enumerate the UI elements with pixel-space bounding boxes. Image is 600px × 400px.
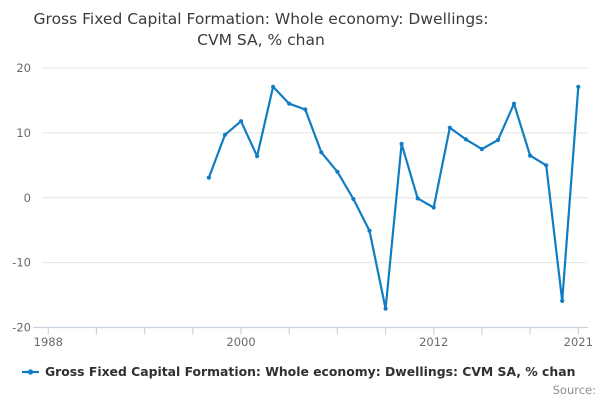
x-tick-label: 2021	[564, 335, 593, 349]
data-point-marker	[319, 150, 324, 155]
data-point-marker	[479, 147, 484, 152]
data-point-marker	[399, 141, 404, 146]
x-tick-label: 2012	[419, 335, 448, 349]
y-tick-label: 0	[24, 191, 31, 205]
data-point-marker	[206, 175, 211, 180]
legend: Gross Fixed Capital Formation: Whole eco…	[22, 364, 588, 379]
data-point-marker	[447, 125, 452, 130]
y-tick-label: -10	[12, 256, 31, 270]
data-point-marker	[528, 153, 533, 158]
data-point-marker	[495, 137, 501, 143]
y-tick-label: 20	[16, 61, 31, 75]
data-point-marker	[271, 84, 276, 89]
data-point-marker	[544, 163, 549, 168]
chart-title-line1: Gross Fixed Capital Formation: Whole eco…	[33, 10, 489, 28]
data-point-marker	[303, 107, 308, 112]
data-point-marker	[367, 228, 372, 233]
data-point-marker	[560, 298, 565, 303]
data-point-marker	[287, 101, 292, 106]
x-tick-label: 2000	[226, 335, 255, 349]
data-point-marker	[351, 196, 356, 202]
data-point-marker	[431, 205, 436, 210]
legend-label: Gross Fixed Capital Formation: Whole eco…	[45, 364, 576, 379]
data-point-marker	[576, 84, 581, 89]
data-point-marker	[415, 196, 420, 201]
data-point-marker	[383, 306, 388, 311]
data-point-marker	[255, 154, 260, 159]
data-point-marker	[335, 169, 340, 174]
data-point-marker	[238, 119, 244, 124]
data-series-line	[207, 85, 580, 310]
chart-title: Gross Fixed Capital Formation: Whole eco…	[0, 9, 522, 51]
data-point-marker	[511, 101, 517, 106]
data-point-marker	[463, 137, 468, 142]
source-label: Source:	[552, 383, 596, 397]
y-tick-label: 10	[16, 126, 31, 140]
chart-title-line2: CVM SA, % chan	[197, 31, 325, 49]
x-tick-label: 1988	[34, 335, 63, 349]
y-tick-label: -20	[12, 321, 31, 335]
legend-line-marker-icon	[22, 368, 39, 375]
data-point-marker	[222, 132, 228, 137]
line-chart-plot: 1988 2000 2012 2021 20 10 0 -10 -20	[12, 61, 593, 349]
